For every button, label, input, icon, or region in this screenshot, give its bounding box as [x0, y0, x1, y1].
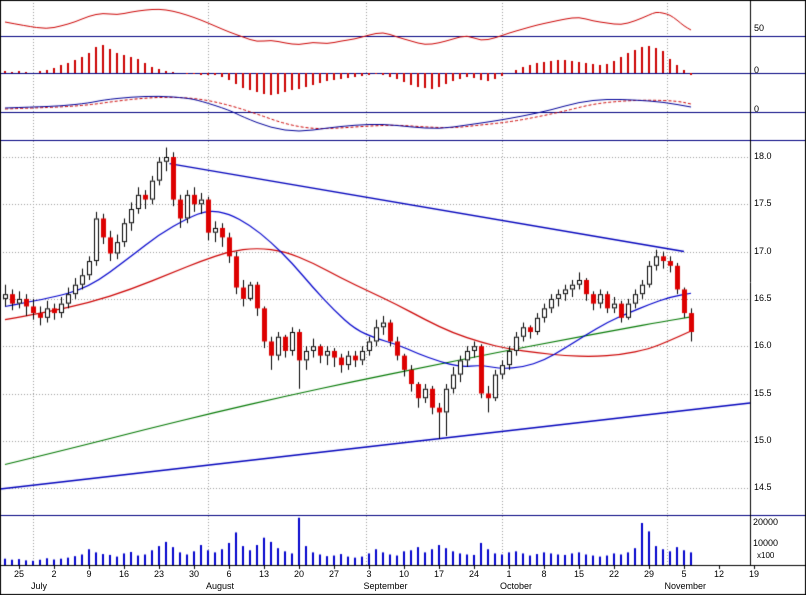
- chart-window: 18.0 17.5 17.0 16.5 16.0 15.5 15.0 14.5 50 0 0 2000…: [0, 0, 806, 595]
- chart-canvas[interactable]: [0, 0, 806, 595]
